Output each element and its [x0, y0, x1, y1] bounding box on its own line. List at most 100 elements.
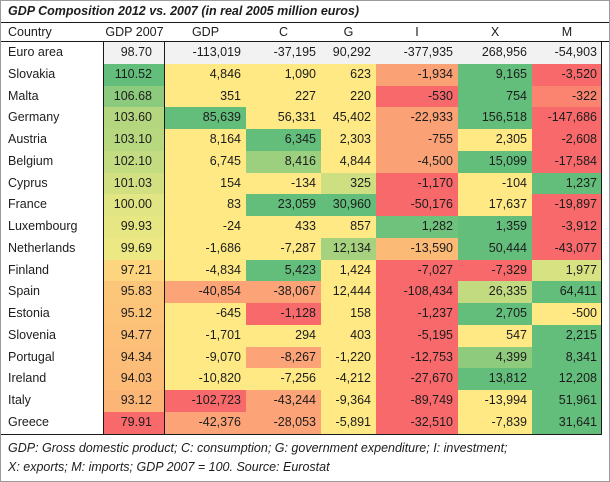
value-cell-gdp2007: 103.10 — [104, 129, 165, 151]
value-cell-g: -1,220 — [321, 346, 376, 369]
value-cell-gdp: -10,820 — [165, 368, 246, 391]
value-cell-x: 26,335 — [458, 281, 532, 304]
value-cell-m: -43,077 — [532, 237, 602, 260]
value-cell-i: -89,749 — [376, 390, 458, 413]
column-header-c: C — [278, 25, 289, 39]
value-cell-m: 64,411 — [532, 281, 602, 304]
value-cell-gdp: -9,070 — [165, 346, 246, 369]
country-cell: Greece — [1, 412, 104, 434]
value-cell-gdp2007: 94.03 — [104, 368, 165, 391]
value-cell-m: 8,341 — [532, 346, 602, 369]
table-row: Ireland 94.03 -10,820 -7,256 -4,212 -27,670 13… — [1, 368, 602, 391]
country-cell: Portugal — [1, 346, 104, 369]
value-cell-gdp: -102,723 — [165, 390, 246, 413]
value-cell-m: -19,897 — [532, 194, 602, 217]
table-row: Italy 93.12 -102,723 -43,244 -9,364 -89,749 -1… — [1, 390, 602, 413]
value-cell-x: 156,518 — [458, 107, 532, 130]
value-cell-gdp2007: 95.12 — [104, 303, 165, 325]
value-cell-m: -500 — [532, 303, 602, 325]
value-cell-g: 220 — [321, 85, 376, 108]
value-cell-gdp: -40,854 — [165, 281, 246, 304]
value-cell-i: -32,510 — [376, 412, 458, 434]
value-cell-gdp: -42,376 — [165, 412, 246, 434]
column-header-gdp-2007: GDP 2007 — [105, 25, 164, 39]
value-cell-g: 90,292 — [321, 42, 376, 64]
value-cell-x: 4,399 — [458, 346, 532, 369]
value-cell-gdp2007: 99.69 — [104, 237, 165, 260]
value-cell-gdp: -645 — [165, 303, 246, 325]
value-cell-gdp: 6,745 — [165, 150, 246, 173]
table-row: Netherlands 99.69 -1,686 -7,287 12,134 -13,59… — [1, 237, 602, 260]
value-cell-g: 2,303 — [321, 129, 376, 151]
value-cell-c: 1,090 — [246, 63, 321, 86]
value-cell-gdp2007: 103.60 — [104, 107, 165, 130]
value-cell-m: 1,977 — [532, 259, 602, 282]
column-header-m: M — [561, 25, 573, 39]
value-cell-c: -38,067 — [246, 281, 321, 304]
value-cell-m: 2,215 — [532, 324, 602, 347]
value-cell-g: 158 — [321, 303, 376, 325]
value-cell-i: -27,670 — [376, 368, 458, 391]
value-cell-c: -7,256 — [246, 368, 321, 391]
value-cell-g: 30,960 — [321, 194, 376, 217]
value-cell-gdp: 85,639 — [165, 107, 246, 130]
value-cell-gdp2007: 97.21 — [104, 259, 165, 282]
table-row: Germany 103.60 85,639 56,331 45,402 -22,933 15… — [1, 107, 602, 130]
value-cell-g: 12,134 — [321, 237, 376, 260]
value-cell-c: 294 — [246, 324, 321, 347]
value-cell-g: 623 — [321, 63, 376, 86]
value-cell-m: -2,608 — [532, 129, 602, 151]
value-cell-i: -1,170 — [376, 172, 458, 195]
country-cell: Slovenia — [1, 324, 104, 347]
country-cell: Netherlands — [1, 237, 104, 260]
value-cell-i: -1,934 — [376, 63, 458, 86]
value-cell-c: -43,244 — [246, 390, 321, 413]
value-cell-c: 8,416 — [246, 150, 321, 173]
value-cell-x: 754 — [458, 85, 532, 108]
country-cell: Ireland — [1, 368, 104, 391]
column-header-gdp: GDP — [191, 25, 220, 39]
country-cell: Malta — [1, 85, 104, 108]
value-cell-m: -17,584 — [532, 150, 602, 173]
country-cell: Cyprus — [1, 172, 104, 195]
value-cell-gdp: 8,164 — [165, 129, 246, 151]
value-cell-gdp: 351 — [165, 85, 246, 108]
table-row: Slovenia 94.77 -1,701 294 403 -5,195 547 2,215 — [1, 324, 602, 347]
country-cell: Finland — [1, 259, 104, 282]
value-cell-gdp2007: 100.00 — [104, 194, 165, 217]
value-cell-gdp: 83 — [165, 194, 246, 217]
value-cell-i: -377,935 — [376, 42, 458, 64]
value-cell-c: 227 — [246, 85, 321, 108]
value-cell-g: -5,891 — [321, 412, 376, 434]
footnote: GDP: Gross domestic product; C: consumpt… — [1, 435, 609, 477]
column-header-g: G — [343, 25, 354, 39]
value-cell-m: -322 — [532, 85, 602, 108]
value-cell-g: 1,424 — [321, 259, 376, 282]
value-cell-m: -3,520 — [532, 63, 602, 86]
value-cell-gdp: -113,019 — [165, 42, 246, 64]
value-cell-m: 12,208 — [532, 368, 602, 391]
value-cell-x: -7,329 — [458, 259, 532, 282]
country-cell: Belgium — [1, 150, 104, 173]
country-cell: France — [1, 194, 104, 217]
value-cell-gdp2007: 94.34 — [104, 346, 165, 369]
value-cell-gdp: 4,846 — [165, 63, 246, 86]
value-cell-gdp: 154 — [165, 172, 246, 195]
table-row: Portugal 94.34 -9,070 -8,267 -1,220 -12,753 4,… — [1, 346, 602, 369]
value-cell-i: -530 — [376, 85, 458, 108]
value-cell-m: -147,686 — [532, 107, 602, 130]
value-cell-c: 23,059 — [246, 194, 321, 217]
column-header-country: Country — [8, 25, 52, 39]
table-row: Estonia 95.12 -645 -1,128 158 -1,237 2,705 -500 — [1, 303, 602, 325]
country-cell: Germany — [1, 107, 104, 130]
column-header-i: I — [415, 25, 419, 39]
value-cell-gdp2007: 79.91 — [104, 412, 165, 434]
value-cell-c: 6,345 — [246, 129, 321, 151]
value-cell-c: 5,423 — [246, 259, 321, 282]
value-cell-x: 17,637 — [458, 194, 532, 217]
value-cell-x: 2,305 — [458, 129, 532, 151]
value-cell-m: -54,903 — [532, 42, 602, 64]
value-cell-x: 13,812 — [458, 368, 532, 391]
value-cell-gdp2007: 98.70 — [104, 42, 165, 64]
